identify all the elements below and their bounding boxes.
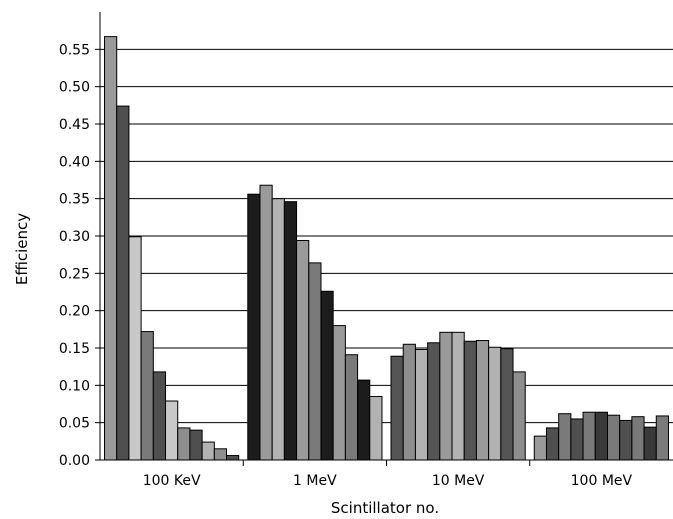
bar <box>631 416 645 461</box>
bar <box>570 418 584 461</box>
bar <box>308 262 322 461</box>
bar <box>558 413 572 461</box>
bar <box>247 193 261 461</box>
y-tick-label: 0.05 <box>59 416 90 432</box>
bar <box>104 36 118 461</box>
bar <box>500 348 514 461</box>
x-category-label: 1 MeV <box>293 473 337 489</box>
bar <box>655 415 669 461</box>
bar <box>165 400 179 461</box>
bar <box>414 348 429 461</box>
y-tick-label: 0.25 <box>59 266 90 282</box>
y-tick-label: 0.15 <box>59 341 90 357</box>
bar <box>226 455 240 461</box>
bar <box>427 342 441 461</box>
bar <box>271 198 285 461</box>
bar <box>152 371 167 461</box>
bar <box>177 427 191 461</box>
bar <box>116 105 130 461</box>
y-tick-label: 0.30 <box>59 229 90 245</box>
y-tick-label: 0.45 <box>59 117 90 133</box>
bar <box>283 201 298 461</box>
y-tick-label: 0.10 <box>59 378 90 394</box>
bar <box>512 371 526 461</box>
x-category-label: 100 MeV <box>571 473 633 489</box>
bar <box>189 429 203 461</box>
bar <box>463 340 477 461</box>
bar <box>594 411 608 461</box>
y-axis-title: Efficiency <box>13 213 31 285</box>
y-tick-label: 0.40 <box>59 154 90 170</box>
gridlines <box>100 48 673 424</box>
bar <box>643 426 657 461</box>
bar <box>545 427 560 461</box>
bar <box>533 435 547 461</box>
bar <box>344 354 359 461</box>
bar <box>320 290 334 461</box>
bar <box>369 396 383 461</box>
bar <box>332 325 346 461</box>
bar <box>582 411 596 461</box>
bar <box>475 340 490 461</box>
y-tick-label: 0.55 <box>59 42 90 58</box>
bar <box>201 441 215 461</box>
bar <box>488 346 502 461</box>
bar <box>439 331 453 461</box>
bar <box>128 236 142 461</box>
bar <box>259 184 273 461</box>
bar <box>140 331 154 461</box>
bar <box>213 448 228 461</box>
bar <box>451 331 465 461</box>
x-category-label: 100 KeV <box>143 473 201 489</box>
bars <box>104 36 669 461</box>
bar <box>619 419 633 461</box>
bar <box>390 355 404 461</box>
x-category-label: 10 MeV <box>432 473 485 489</box>
ticks: 0.00 0.05 0.10 0.15 0.20 0.25 0.30 0.35 0.40 0.45… <box>59 42 633 489</box>
y-tick-label: 0.20 <box>59 304 90 320</box>
bar <box>296 239 310 461</box>
bar <box>606 414 621 461</box>
x-axis-title: Scintillator no. <box>331 499 439 517</box>
y-tick-label: 0.00 <box>59 453 90 469</box>
bar <box>357 379 371 461</box>
bar <box>402 343 416 461</box>
y-tick-label: 0.35 <box>59 192 90 208</box>
y-tick-label: 0.50 <box>59 80 90 96</box>
